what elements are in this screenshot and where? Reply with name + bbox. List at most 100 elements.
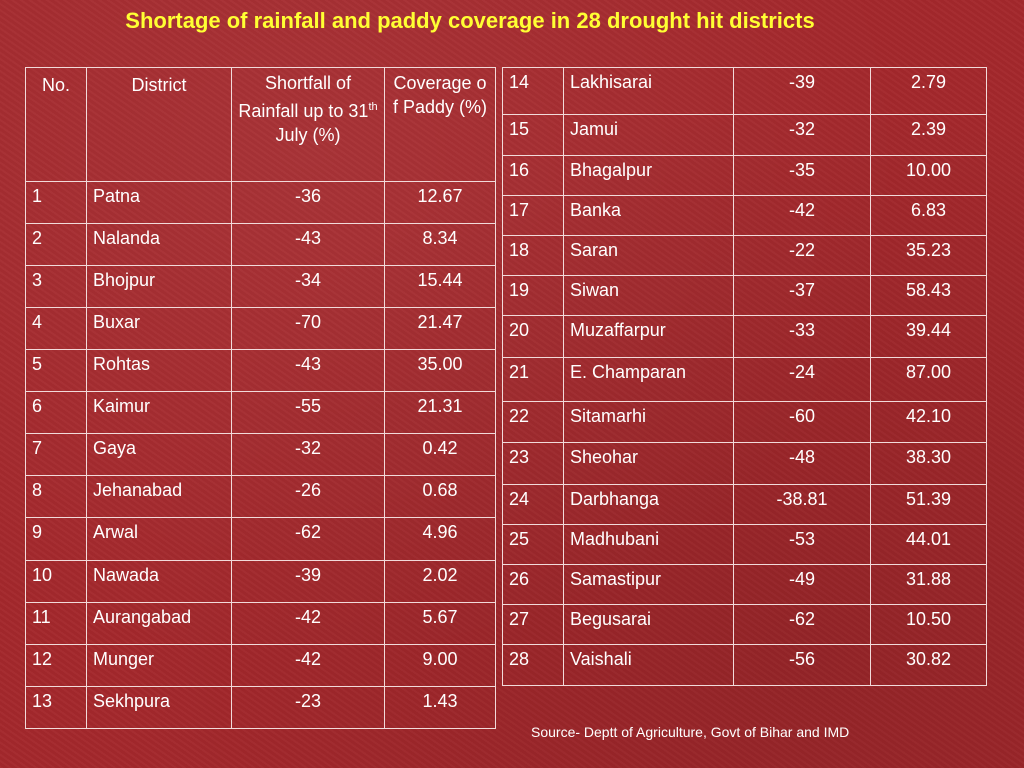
table-row: 1 Patna -36 12.67	[25, 181, 496, 224]
cell-no: 17	[502, 195, 564, 236]
table-row: 4 Buxar -70 21.47	[25, 307, 496, 350]
cell-district: Bhagalpur	[563, 155, 734, 196]
cell-coverage: 51.39	[870, 484, 987, 525]
table-row: 3 Bhojpur -34 15.44	[25, 265, 496, 308]
cell-no: 26	[502, 564, 564, 605]
cell-no: 13	[25, 686, 87, 729]
cell-shortfall: -62	[231, 517, 385, 561]
cell-district: Lakhisarai	[563, 67, 734, 115]
cell-district: Arwal	[86, 517, 232, 561]
cell-district: Sitamarhi	[563, 401, 734, 443]
cell-coverage: 2.39	[870, 114, 987, 156]
district-table-left: No. District Shortfall of Rainfall up to…	[25, 67, 496, 729]
cell-shortfall: -32	[733, 114, 871, 156]
cell-shortfall: -39	[231, 560, 385, 603]
cell-coverage: 10.00	[870, 155, 987, 196]
cell-district: Munger	[86, 644, 232, 687]
table-row: 27 Begusarai -62 10.50	[502, 604, 987, 645]
cell-no: 9	[25, 517, 87, 561]
cell-shortfall: -23	[231, 686, 385, 729]
cell-coverage: 2.02	[384, 560, 496, 603]
table-row: 24 Darbhanga -38.81 51.39	[502, 484, 987, 525]
table-row: 14 Lakhisarai -39 2.79	[502, 67, 987, 115]
cell-no: 6	[25, 391, 87, 434]
cell-shortfall: -48	[733, 442, 871, 485]
cell-no: 5	[25, 349, 87, 392]
cell-no: 23	[502, 442, 564, 485]
cell-coverage: 8.34	[384, 223, 496, 266]
cell-shortfall: -42	[733, 195, 871, 236]
table-row: 20 Muzaffarpur -33 39.44	[502, 315, 987, 358]
cell-no: 27	[502, 604, 564, 645]
cell-district: Banka	[563, 195, 734, 236]
header-coverage: Coverage of Paddy (%)	[384, 67, 496, 182]
cell-coverage: 9.00	[384, 644, 496, 687]
table-row: 10 Nawada -39 2.02	[25, 560, 496, 603]
cell-district: Begusarai	[563, 604, 734, 645]
header-no: No.	[25, 67, 87, 182]
header-shortfall-text: Shortfall of Rainfall up to 31	[238, 73, 369, 121]
table-row: 28 Vaishali -56 30.82	[502, 644, 987, 686]
table-row: 18 Saran -22 35.23	[502, 235, 987, 276]
cell-coverage: 30.82	[870, 644, 987, 686]
table-row: 11 Aurangabad -42 5.67	[25, 602, 496, 645]
cell-no: 2	[25, 223, 87, 266]
cell-coverage: 6.83	[870, 195, 987, 236]
cell-no: 10	[25, 560, 87, 603]
cell-no: 7	[25, 433, 87, 476]
cell-coverage: 58.43	[870, 275, 987, 316]
table-row: 13 Sekhpura -23 1.43	[25, 686, 496, 729]
cell-coverage: 21.31	[384, 391, 496, 434]
cell-no: 16	[502, 155, 564, 196]
cell-district: Rohtas	[86, 349, 232, 392]
cell-shortfall: -42	[231, 644, 385, 687]
header-district: District	[86, 67, 232, 182]
cell-coverage: 21.47	[384, 307, 496, 350]
cell-shortfall: -43	[231, 349, 385, 392]
cell-shortfall: -38.81	[733, 484, 871, 525]
cell-no: 15	[502, 114, 564, 156]
cell-coverage: 0.42	[384, 433, 496, 476]
cell-no: 4	[25, 307, 87, 350]
cell-no: 22	[502, 401, 564, 443]
cell-district: Saran	[563, 235, 734, 276]
cell-shortfall: -32	[231, 433, 385, 476]
table-row: 12 Munger -42 9.00	[25, 644, 496, 687]
cell-district: Aurangabad	[86, 602, 232, 645]
table-row: 8 Jehanabad -26 0.68	[25, 475, 496, 518]
cell-district: Jamui	[563, 114, 734, 156]
table-row: 2 Nalanda -43 8.34	[25, 223, 496, 266]
cell-shortfall: -60	[733, 401, 871, 443]
cell-shortfall: -24	[733, 357, 871, 402]
left-table-body: 1 Patna -36 12.67 2 Nalanda -43 8.34 3 Bhojpur -34…	[25, 181, 496, 729]
table-header-row: No. District Shortfall of Rainfall up to…	[25, 67, 496, 182]
cell-district: E. Champaran	[563, 357, 734, 402]
cell-shortfall: -70	[231, 307, 385, 350]
cell-district: Gaya	[86, 433, 232, 476]
cell-coverage: 0.68	[384, 475, 496, 518]
table-row: 9 Arwal -62 4.96	[25, 517, 496, 561]
cell-no: 25	[502, 524, 564, 565]
cell-district: Patna	[86, 181, 232, 224]
cell-coverage: 10.50	[870, 604, 987, 645]
table-row: 7 Gaya -32 0.42	[25, 433, 496, 476]
cell-shortfall: -56	[733, 644, 871, 686]
header-shortfall-tail: July (%)	[275, 125, 341, 145]
cell-district: Jehanabad	[86, 475, 232, 518]
district-table-right: 14 Lakhisarai -39 2.79 15 Jamui -32 2.39 16 Bhaga…	[502, 67, 987, 686]
cell-no: 1	[25, 181, 87, 224]
cell-no: 8	[25, 475, 87, 518]
cell-no: 12	[25, 644, 87, 687]
header-shortfall-sup: th	[368, 101, 378, 113]
cell-district: Madhubani	[563, 524, 734, 565]
cell-coverage: 42.10	[870, 401, 987, 443]
table-row: 16 Bhagalpur -35 10.00	[502, 155, 987, 196]
cell-coverage: 12.67	[384, 181, 496, 224]
cell-no: 11	[25, 602, 87, 645]
cell-no: 19	[502, 275, 564, 316]
table-row: 5 Rohtas -43 35.00	[25, 349, 496, 392]
cell-district: Buxar	[86, 307, 232, 350]
cell-shortfall: -42	[231, 602, 385, 645]
table-row: 25 Madhubani -53 44.01	[502, 524, 987, 565]
cell-coverage: 2.79	[870, 67, 987, 115]
